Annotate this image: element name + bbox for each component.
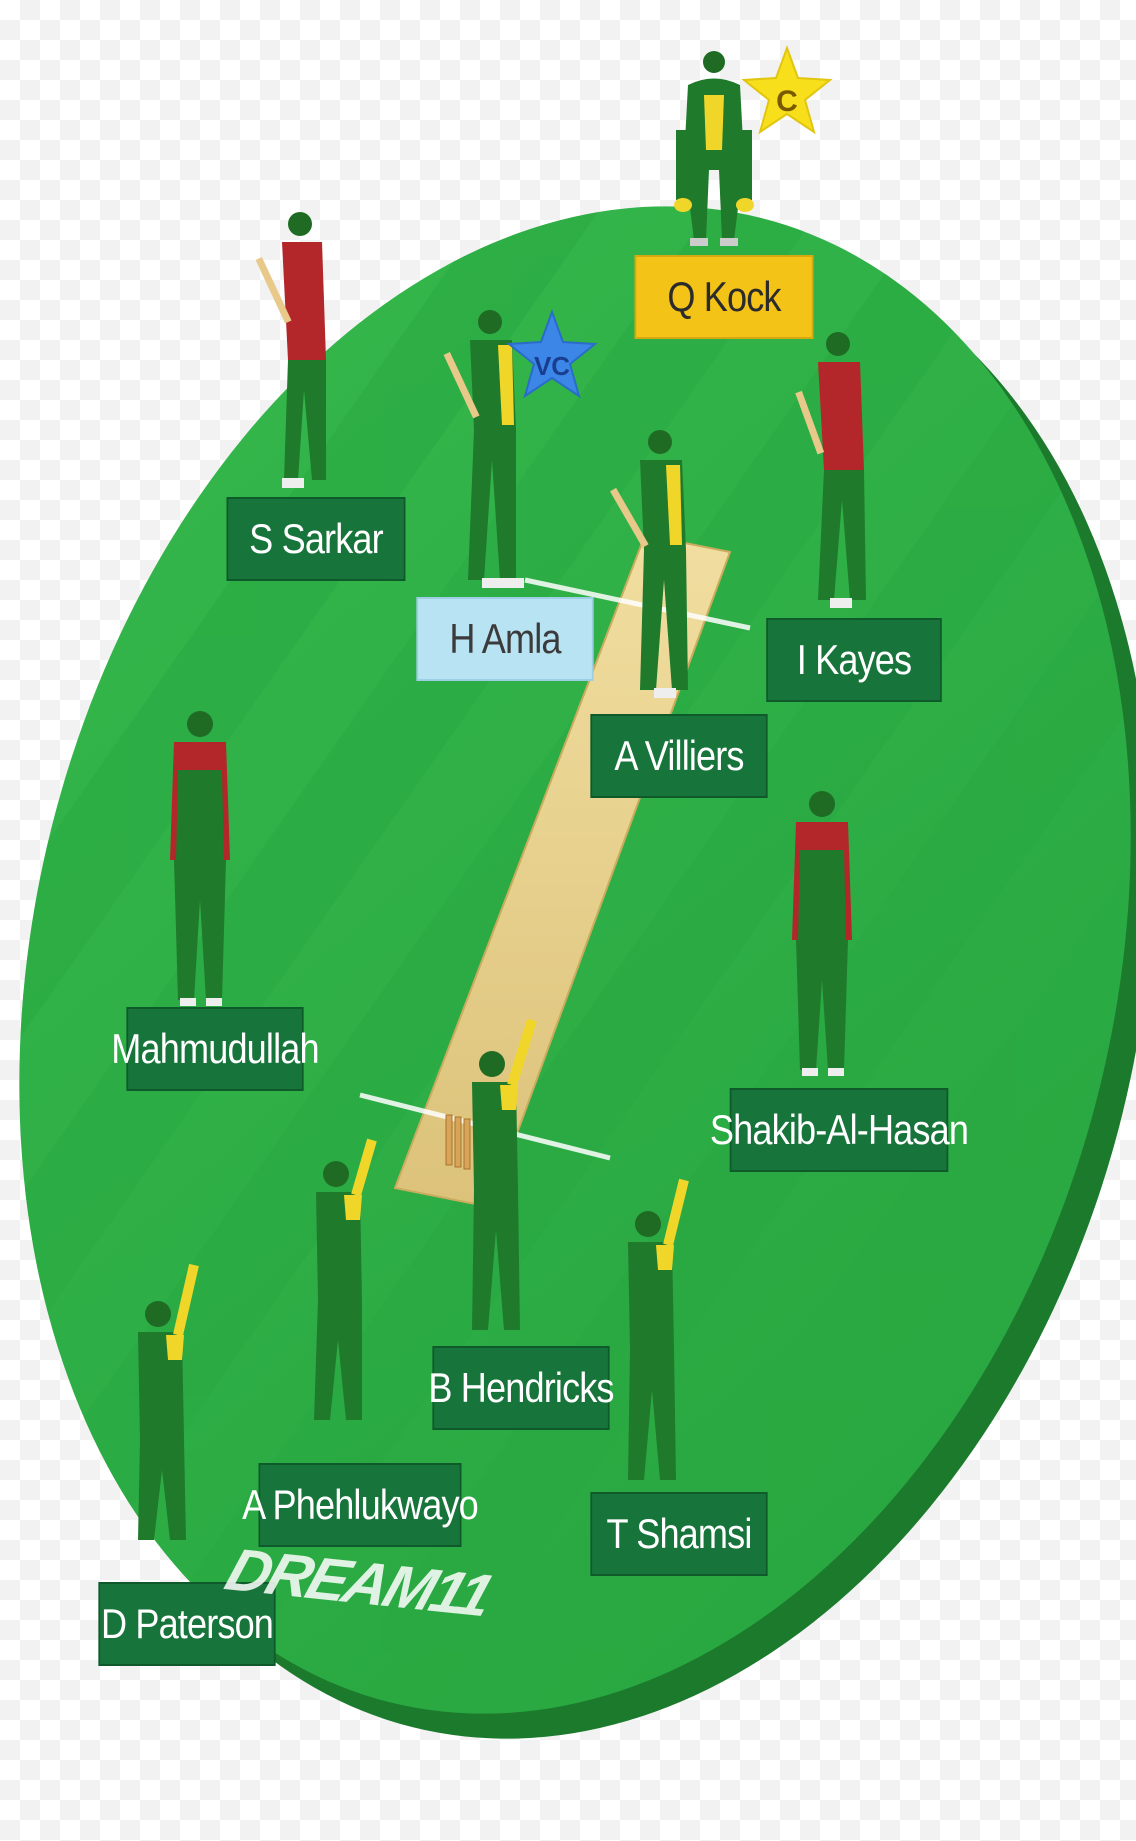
- player-label-amla[interactable]: H Amla: [416, 597, 594, 681]
- player-label-mahmudullah[interactable]: Mahmudullah: [111, 1007, 320, 1091]
- player-label-shamsi[interactable]: T Shamsi: [590, 1492, 768, 1576]
- player-label-shakib[interactable]: Shakib-Al-Hasan: [710, 1088, 969, 1172]
- stumps: [445, 1114, 471, 1170]
- crease-top: [524, 577, 751, 631]
- player-figure-wicketkeeper: [674, 51, 754, 246]
- player-figure-sarkar: [255, 212, 326, 488]
- player-figure-hendricks: [472, 1018, 537, 1330]
- player-figure-amla: [443, 310, 524, 588]
- player-figure-mahmudullah: [170, 711, 230, 1006]
- player-label-phehlukwayo[interactable]: A Phehlukwayo: [242, 1463, 479, 1547]
- player-figure-villiers: [610, 430, 688, 698]
- captain-star-icon: [741, 45, 833, 135]
- player-figure-phehlukwayo: [314, 1138, 377, 1420]
- player-label-sarkar[interactable]: S Sarkar: [226, 497, 406, 581]
- player-figure-kayes: [795, 332, 866, 608]
- player-figure-shamsi: [628, 1178, 689, 1480]
- player-label-villiers[interactable]: A Villiers: [590, 714, 768, 798]
- player-figure-paterson: [138, 1263, 199, 1540]
- captain-badge-text: C: [776, 85, 798, 118]
- vice-captain-star-icon: [506, 309, 598, 399]
- player-label-kayes[interactable]: I Kayes: [766, 618, 942, 702]
- player-label-hendricks[interactable]: B Hendricks: [428, 1346, 614, 1430]
- player-label-paterson[interactable]: D Paterson: [98, 1582, 276, 1666]
- player-label-wicketkeeper[interactable]: Q Kock: [634, 255, 814, 339]
- vice-captain-badge-text: VC: [533, 350, 571, 381]
- player-figure-shakib: [792, 791, 852, 1076]
